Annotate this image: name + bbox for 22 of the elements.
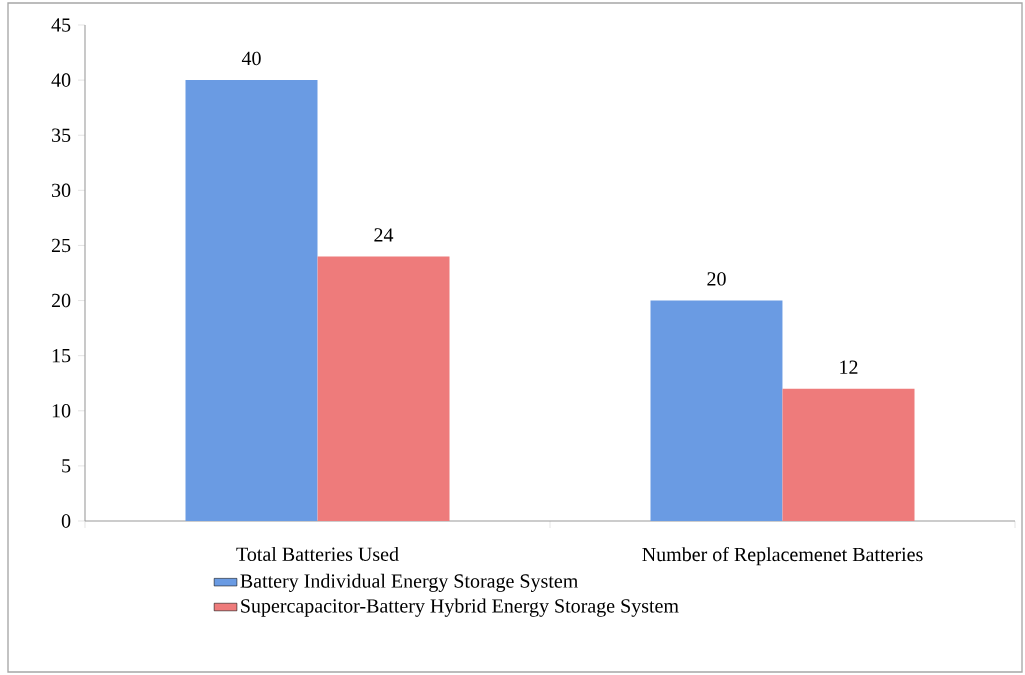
legend-label: Battery Individual Energy Storage System: [240, 573, 579, 592]
bar: [317, 256, 450, 521]
bar: [650, 300, 783, 521]
data-label: 20: [707, 272, 726, 286]
legend-label: Supercapacitor-Battery Hybrid Energy Storage System: [241, 598, 679, 617]
y-tick-label: 40: [51, 73, 71, 87]
y-tick-label: 15: [52, 348, 71, 363]
bar: [782, 388, 915, 521]
data-label: 24: [374, 228, 394, 242]
y-tick-label: 30: [52, 183, 71, 198]
y-tick-label: 0: [61, 514, 71, 528]
y-tick-label: 20: [51, 293, 71, 308]
y-tick-label: 25: [51, 238, 71, 253]
y-tick-label: 35: [52, 128, 71, 142]
data-label: 12: [840, 360, 858, 374]
x-tick-label: Total Batteries Used: [236, 546, 399, 561]
bar: [185, 80, 318, 521]
x-tick-label: Number of Replacemenet Batteries: [642, 546, 923, 566]
data-label: 40: [241, 51, 261, 66]
y-tick-label: 10: [52, 404, 71, 418]
y-tick-label: 5: [62, 459, 71, 473]
y-tick-label: 45: [51, 18, 71, 32]
